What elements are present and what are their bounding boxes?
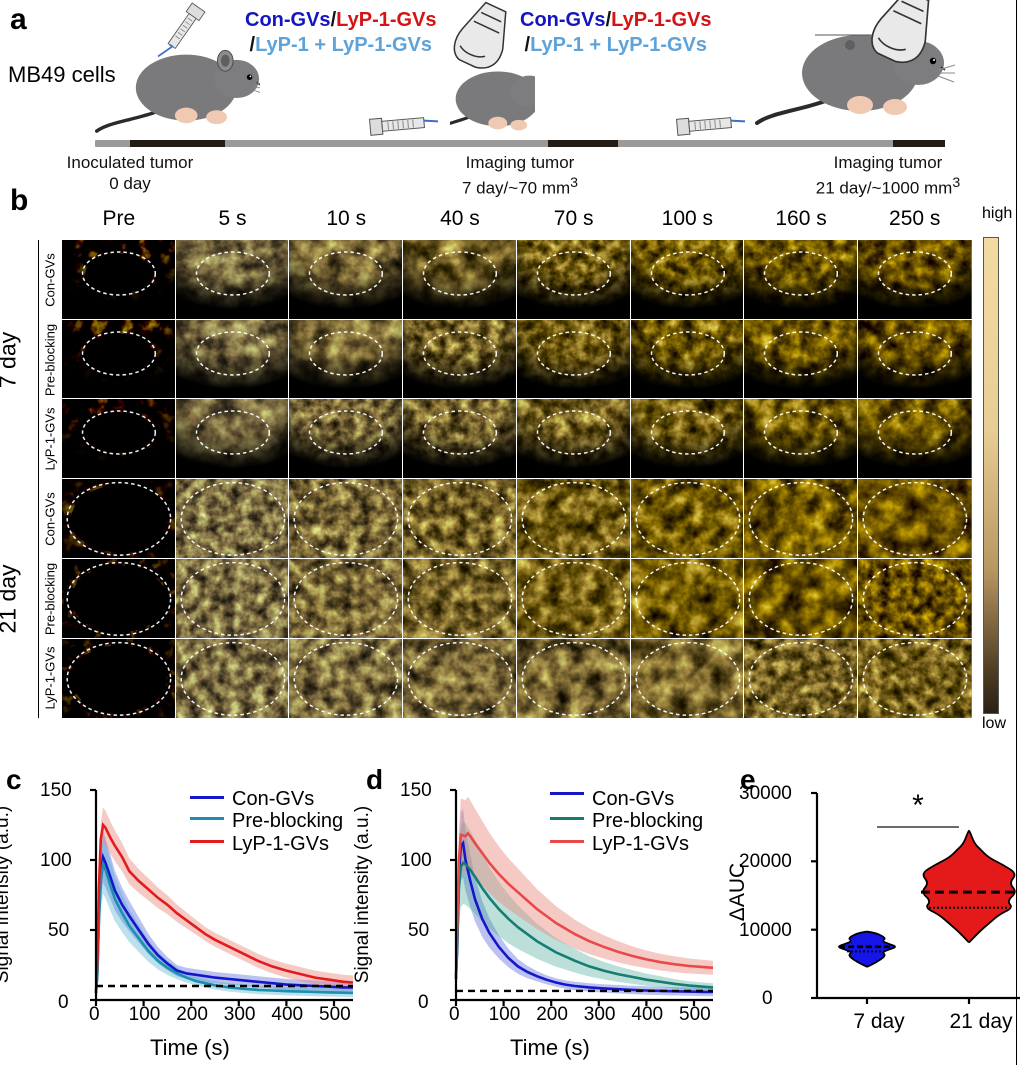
svg-text:*: *	[912, 789, 924, 822]
